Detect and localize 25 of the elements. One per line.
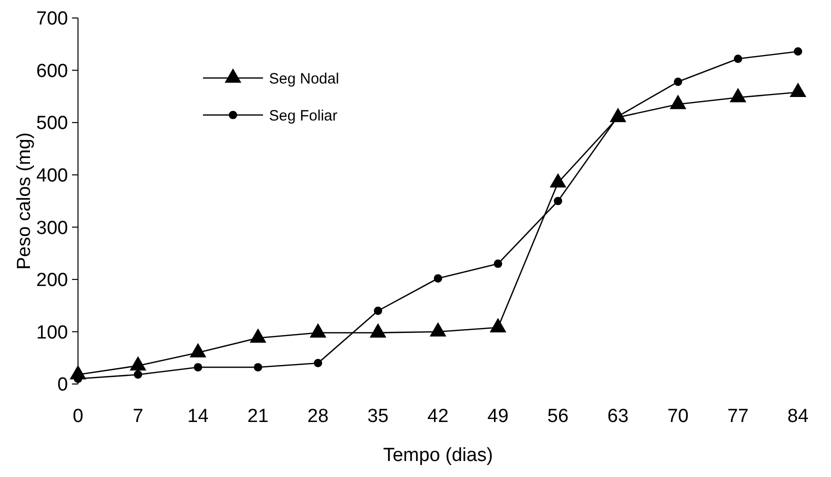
legend-label: Seg Nodal: [269, 70, 340, 88]
y-tick-label: 600: [36, 60, 68, 82]
x-tick-label: 35: [367, 406, 389, 427]
x-axis-title: Tempo (dias): [383, 445, 493, 466]
y-tick-label: 400: [36, 166, 68, 187]
y-tick-label: 500: [36, 113, 68, 134]
x-tick-label: 0: [72, 406, 84, 427]
y-axis-title: Peso calos (mg): [14, 132, 35, 270]
x-tick-label: 42: [427, 406, 449, 427]
x-tick-label: 63: [607, 406, 629, 427]
y-tick-label: 200: [36, 270, 68, 292]
x-tick-label: 49: [487, 406, 509, 427]
y-tick-label: 100: [36, 322, 68, 344]
legend-label: Seg Foliar: [269, 107, 338, 124]
x-tick-label: 28: [307, 406, 329, 427]
x-tick-label: 70: [667, 406, 689, 427]
x-tick-label: 7: [132, 406, 144, 427]
x-tick-label: 21: [247, 406, 269, 427]
y-tick-label: 0: [57, 374, 68, 396]
y-tick-label: 300: [36, 218, 68, 239]
x-tick-label: 84: [787, 406, 809, 427]
x-tick-label: 56: [547, 406, 569, 427]
x-tick-label: 77: [727, 406, 749, 427]
y-tick-label: 700: [36, 8, 68, 30]
x-tick-label: 14: [187, 406, 209, 427]
